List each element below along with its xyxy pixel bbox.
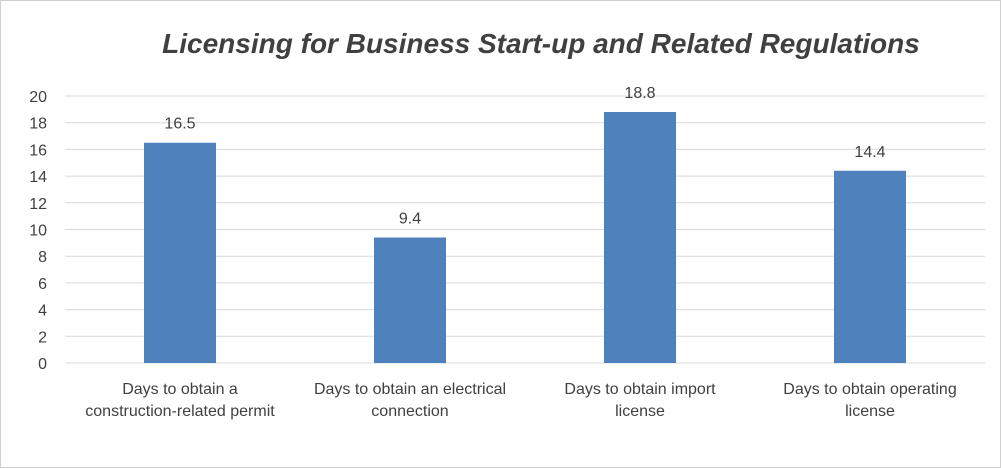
bar	[604, 112, 676, 364]
y-tick-label: 12	[29, 196, 47, 213]
y-tick-label: 6	[38, 276, 47, 293]
y-tick-label: 2	[38, 329, 47, 346]
data-label: 9.4	[399, 211, 421, 228]
y-tick-label: 4	[38, 303, 47, 320]
y-tick-label: 8	[38, 249, 47, 266]
data-label: 14.4	[854, 144, 885, 161]
bar	[834, 170, 906, 363]
y-tick-label: 10	[29, 223, 47, 240]
x-tick-label: Days to obtain an electrical connection	[313, 381, 507, 420]
bar	[144, 142, 216, 363]
y-tick-label: 0	[38, 356, 47, 373]
y-tick-label: 14	[29, 169, 47, 186]
data-label: 18.8	[624, 85, 655, 102]
chart-title: Licensing for Business Start-up and Rela…	[162, 28, 920, 59]
y-tick-label: 20	[29, 89, 47, 106]
bar	[374, 237, 446, 363]
x-tick-label: Days to obtain import license	[564, 381, 716, 420]
data-label: 16.5	[164, 116, 195, 133]
x-tick-label: Days to obtain a construction-related pe…	[85, 381, 275, 420]
y-tick-label: 16	[29, 142, 47, 159]
y-tick-label: 18	[29, 116, 47, 133]
x-tick-label: Days to obtain operating license	[783, 381, 957, 420]
